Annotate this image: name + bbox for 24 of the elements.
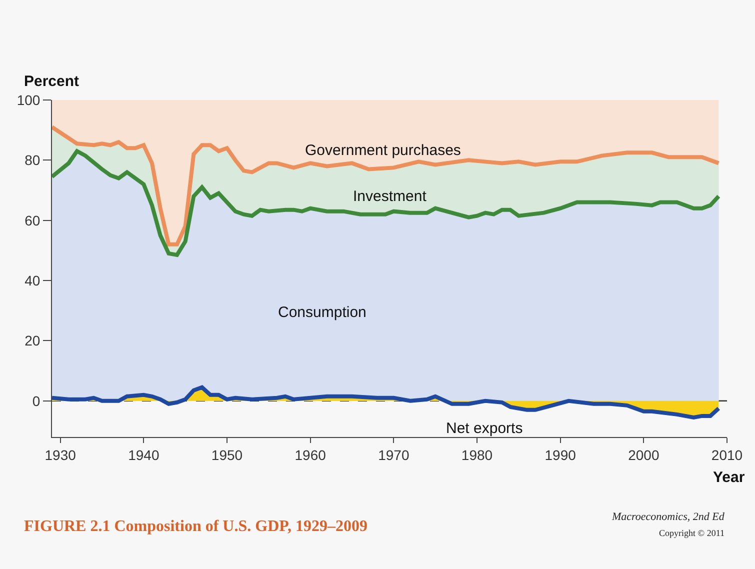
series-label: Consumption (278, 304, 366, 321)
y-tick-label: 60 (24, 212, 40, 228)
y-tick-label: 20 (24, 332, 40, 349)
x-tick-label: 1960 (294, 446, 326, 463)
x-axis-title: Year (713, 469, 745, 486)
series-label: Government purchases (305, 142, 461, 159)
x-tick-label: 1980 (461, 446, 493, 463)
y-axis-title: Percent (24, 73, 80, 90)
x-tick-label: 2010 (711, 446, 743, 463)
x-tick-label: 2000 (628, 446, 660, 463)
y-tick-label: 80 (24, 152, 40, 168)
y-tick-label: 40 (24, 272, 40, 288)
x-tick-label: 1930 (44, 446, 76, 463)
y-tick-label: 100 (16, 92, 40, 108)
text: Macroeconomics, 2nd Ed (611, 511, 725, 523)
text: FIGURE 2.1 Composition of U.S. GDP, 1929–2009 (24, 518, 368, 535)
series-label: Net exports (446, 420, 523, 437)
text: Copyright © 2011 (659, 528, 725, 538)
x-tick-label: 1940 (128, 446, 160, 463)
y-tick-label: 0 (32, 392, 40, 409)
x-tick-label: 1970 (378, 446, 410, 463)
x-tick-label: 1990 (544, 446, 576, 463)
series-label: Investment (353, 188, 428, 205)
x-tick-label: 1950 (211, 446, 243, 463)
